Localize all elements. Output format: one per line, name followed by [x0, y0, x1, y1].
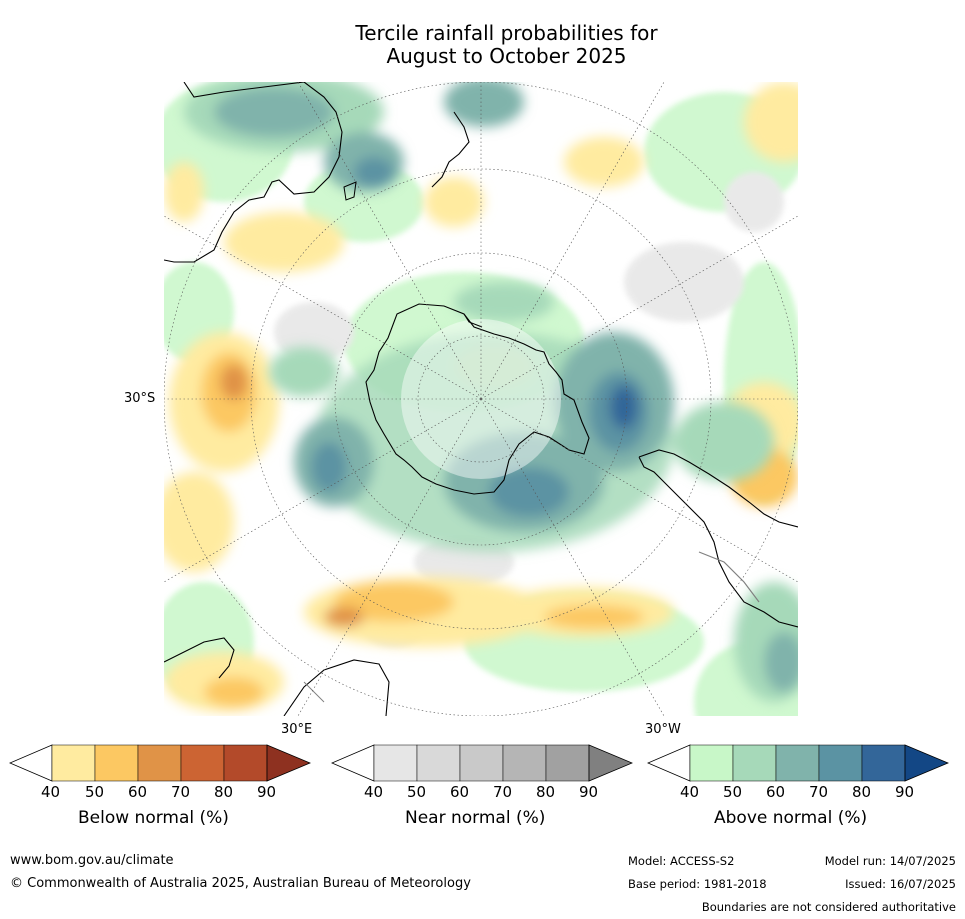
near-segment	[416, 744, 461, 782]
below-tick: 70	[171, 783, 191, 801]
above-normal-regions	[184, 82, 798, 702]
model-name: Model: ACCESS-S2	[628, 854, 735, 868]
below-tick: 60	[128, 783, 148, 801]
above-high-extension	[904, 744, 949, 782]
near-segment	[373, 744, 418, 782]
above-segment	[818, 744, 863, 782]
graticule	[164, 82, 798, 716]
boundaries-disclaimer: Boundaries are not considered authoritat…	[701, 900, 956, 914]
near-segment	[459, 744, 504, 782]
near-tick: 90	[579, 783, 599, 801]
near-tick: 50	[407, 783, 427, 801]
near-high-extension	[588, 744, 633, 782]
above-tick: 40	[680, 783, 700, 801]
below-tick: 80	[214, 783, 234, 801]
above-normal-title: Above normal (%)	[714, 808, 868, 828]
base-period: Base period: 1981-2018	[628, 877, 767, 891]
australia-coastline	[164, 82, 343, 263]
map-title: Tercile rainfall probabilities for Augus…	[0, 22, 965, 68]
above-tick: 60	[766, 783, 786, 801]
near-normal-title: Near normal (%)	[405, 808, 546, 828]
below-high-extension	[266, 744, 311, 782]
above-tick: 80	[852, 783, 872, 801]
above-segment	[775, 744, 820, 782]
near-tick: 70	[493, 783, 513, 801]
title-line-1: Tercile rainfall probabilities for	[355, 21, 658, 45]
above-tick: 70	[809, 783, 829, 801]
below-normal-colorbar	[9, 744, 311, 782]
below-segment	[51, 744, 96, 782]
title-line-2: August to October 2025	[386, 44, 627, 68]
near-tick: 80	[536, 783, 556, 801]
near-segment	[502, 744, 547, 782]
southern-hemisphere-map	[164, 82, 798, 716]
below-segment	[137, 744, 182, 782]
near-low-extension	[331, 744, 375, 782]
issued-date: Issued: 16/07/2025	[845, 877, 956, 891]
near-normal-colorbar	[331, 744, 633, 782]
copyright: © Commonwealth of Australia 2025, Austra…	[10, 876, 471, 891]
near-tick: 60	[450, 783, 470, 801]
above-segment	[689, 744, 734, 782]
antarctica-coastline	[365, 303, 590, 495]
above-segment	[861, 744, 906, 782]
south-america-coastline	[638, 449, 798, 628]
below-tick: 90	[257, 783, 277, 801]
below-segment	[94, 744, 139, 782]
below-low-extension	[9, 744, 53, 782]
above-normal-colorbar	[647, 744, 949, 782]
website-link[interactable]: www.bom.gov.au/climate	[10, 853, 174, 868]
below-normal-title: Below normal (%)	[78, 808, 229, 828]
below-tick: 50	[85, 783, 105, 801]
label-30w: 30°W	[645, 722, 681, 737]
new-zealand-coastline	[431, 111, 470, 188]
model-run-date: Model run: 14/07/2025	[824, 854, 956, 868]
below-segment	[180, 744, 225, 782]
above-segment	[732, 744, 777, 782]
above-low-extension	[647, 744, 691, 782]
label-30s: 30°S	[124, 391, 156, 406]
below-tick: 40	[41, 783, 61, 801]
africa-coastline	[164, 637, 390, 716]
above-tick: 90	[895, 783, 915, 801]
label-30e: 30°E	[281, 722, 313, 737]
near-tick: 40	[364, 783, 384, 801]
below-segment	[223, 744, 268, 782]
near-segment	[545, 744, 590, 782]
above-tick: 50	[723, 783, 743, 801]
